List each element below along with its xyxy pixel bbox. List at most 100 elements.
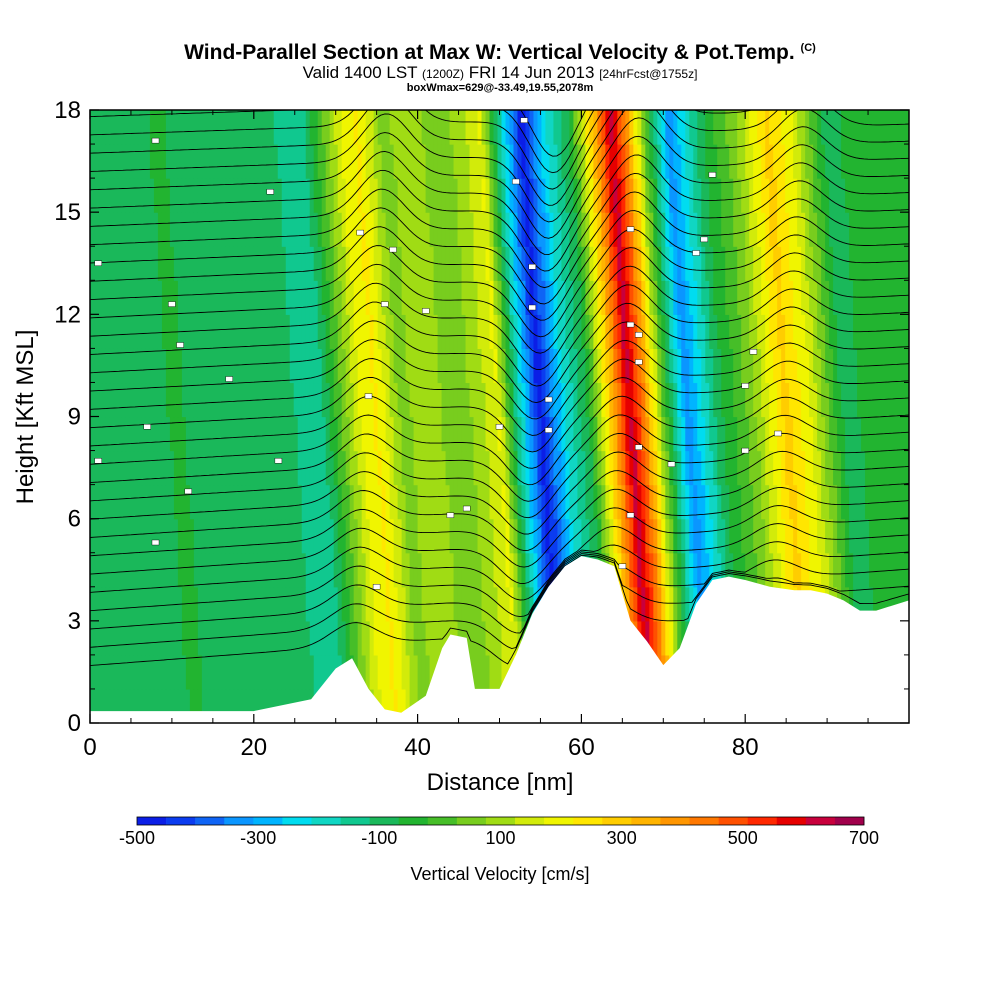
contour-label-marker — [381, 301, 389, 307]
field-cell — [297, 314, 303, 349]
field-cell — [565, 212, 571, 247]
field-cell — [381, 144, 387, 179]
field-cell — [781, 518, 786, 554]
field-cell — [817, 246, 822, 281]
field-cell — [113, 688, 119, 723]
field-cell — [693, 178, 698, 213]
field-cell — [901, 212, 906, 247]
field-cell — [533, 246, 539, 281]
field-cell — [113, 620, 119, 656]
field-cell — [297, 144, 303, 179]
field-cell — [269, 620, 275, 656]
field-cell — [849, 416, 854, 452]
x-tick-label: 20 — [240, 734, 267, 761]
colorbar-swatch — [311, 817, 341, 825]
field-cell — [897, 314, 902, 349]
field-cell — [317, 280, 323, 315]
field-cell — [421, 552, 427, 588]
field-cell — [437, 348, 443, 384]
field-cell — [417, 212, 423, 247]
field-cell — [581, 416, 586, 452]
field-cell — [141, 314, 147, 349]
field-cell — [377, 314, 383, 349]
theta-contour — [90, 302, 909, 404]
field-cell — [853, 110, 858, 145]
contour-label-marker — [626, 226, 635, 232]
field-cell — [749, 484, 754, 520]
field-cell — [477, 314, 483, 349]
field-cell — [109, 552, 115, 588]
field-cell — [485, 212, 491, 247]
field-cell — [821, 280, 826, 315]
field-cell — [713, 246, 718, 281]
field-cell — [341, 280, 347, 315]
field-cell — [457, 416, 463, 452]
field-cell — [857, 518, 862, 554]
field-cell — [305, 654, 311, 690]
field-cell — [489, 212, 495, 247]
field-cell — [669, 518, 674, 554]
field-cell — [689, 314, 694, 349]
field-cell — [453, 450, 459, 486]
field-cell — [669, 144, 674, 179]
field-cell — [805, 382, 810, 418]
field-cell — [801, 314, 806, 349]
field-cell — [693, 212, 698, 247]
field-cell — [273, 688, 279, 723]
field-cell — [437, 280, 443, 315]
field-cell — [557, 518, 563, 554]
field-cell — [457, 552, 463, 588]
field-cell — [90, 484, 95, 520]
field-cell — [549, 518, 555, 554]
field-cell — [573, 178, 579, 213]
contour-labels — [94, 117, 782, 590]
field-cell — [865, 484, 870, 520]
field-cell — [577, 518, 582, 554]
field-cell — [169, 212, 175, 247]
theta-contour — [90, 358, 909, 453]
field-cell — [545, 280, 551, 315]
field-cell — [661, 416, 666, 452]
field-cell — [637, 450, 642, 486]
field-cell — [737, 144, 742, 179]
field-cell — [193, 110, 199, 145]
field-cell — [125, 144, 131, 179]
field-cell — [585, 518, 590, 554]
field-cell — [445, 484, 451, 520]
field-cell — [701, 314, 706, 349]
field-cell — [753, 314, 758, 349]
field-cell — [705, 382, 710, 418]
field-cell — [621, 212, 626, 247]
field-cell — [649, 416, 654, 452]
field-cell — [417, 178, 423, 213]
field-cell — [617, 450, 622, 486]
field-cell — [165, 348, 171, 384]
field-cell — [185, 586, 191, 622]
field-cell — [465, 552, 471, 588]
field-cell — [249, 382, 255, 418]
field-cell — [209, 382, 215, 418]
field-cell — [789, 246, 794, 281]
field-cell — [797, 416, 802, 452]
field-cell — [341, 450, 347, 486]
field-cell — [525, 246, 531, 281]
field-cell — [321, 382, 327, 418]
field-cell — [793, 178, 798, 213]
field-cell — [161, 348, 167, 384]
field-cell — [465, 484, 471, 520]
field-cell — [313, 586, 319, 622]
field-cell — [129, 348, 135, 384]
field-cell — [713, 144, 718, 179]
field-cell — [141, 654, 147, 690]
field-cell — [349, 620, 355, 656]
field-cell — [809, 552, 814, 588]
field-cell — [429, 280, 435, 315]
field-cell — [685, 314, 690, 349]
field-cell — [825, 552, 830, 588]
field-cell — [825, 110, 830, 145]
field-cell — [389, 178, 395, 213]
field-cell — [369, 450, 375, 486]
field-cell — [381, 246, 387, 281]
field-cell — [121, 688, 127, 723]
field-cell — [181, 246, 187, 281]
